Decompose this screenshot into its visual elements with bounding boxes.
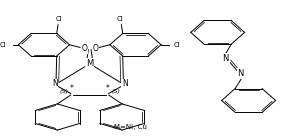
Text: M: M — [86, 59, 93, 68]
Text: (S): (S) — [59, 89, 68, 94]
Text: Cl: Cl — [117, 16, 123, 22]
Text: N: N — [122, 80, 128, 88]
Text: O: O — [92, 44, 98, 53]
Text: O: O — [82, 44, 87, 53]
Text: *: * — [70, 84, 74, 93]
Text: (S): (S) — [111, 89, 120, 94]
Text: N: N — [222, 54, 229, 63]
Text: Cl: Cl — [173, 42, 180, 48]
Text: Cl: Cl — [56, 16, 63, 22]
Text: N: N — [237, 69, 244, 78]
Text: Cl: Cl — [0, 42, 6, 48]
Text: M=Ni, Cu: M=Ni, Cu — [114, 124, 147, 130]
Text: N: N — [52, 80, 57, 88]
Text: *: * — [106, 84, 110, 93]
